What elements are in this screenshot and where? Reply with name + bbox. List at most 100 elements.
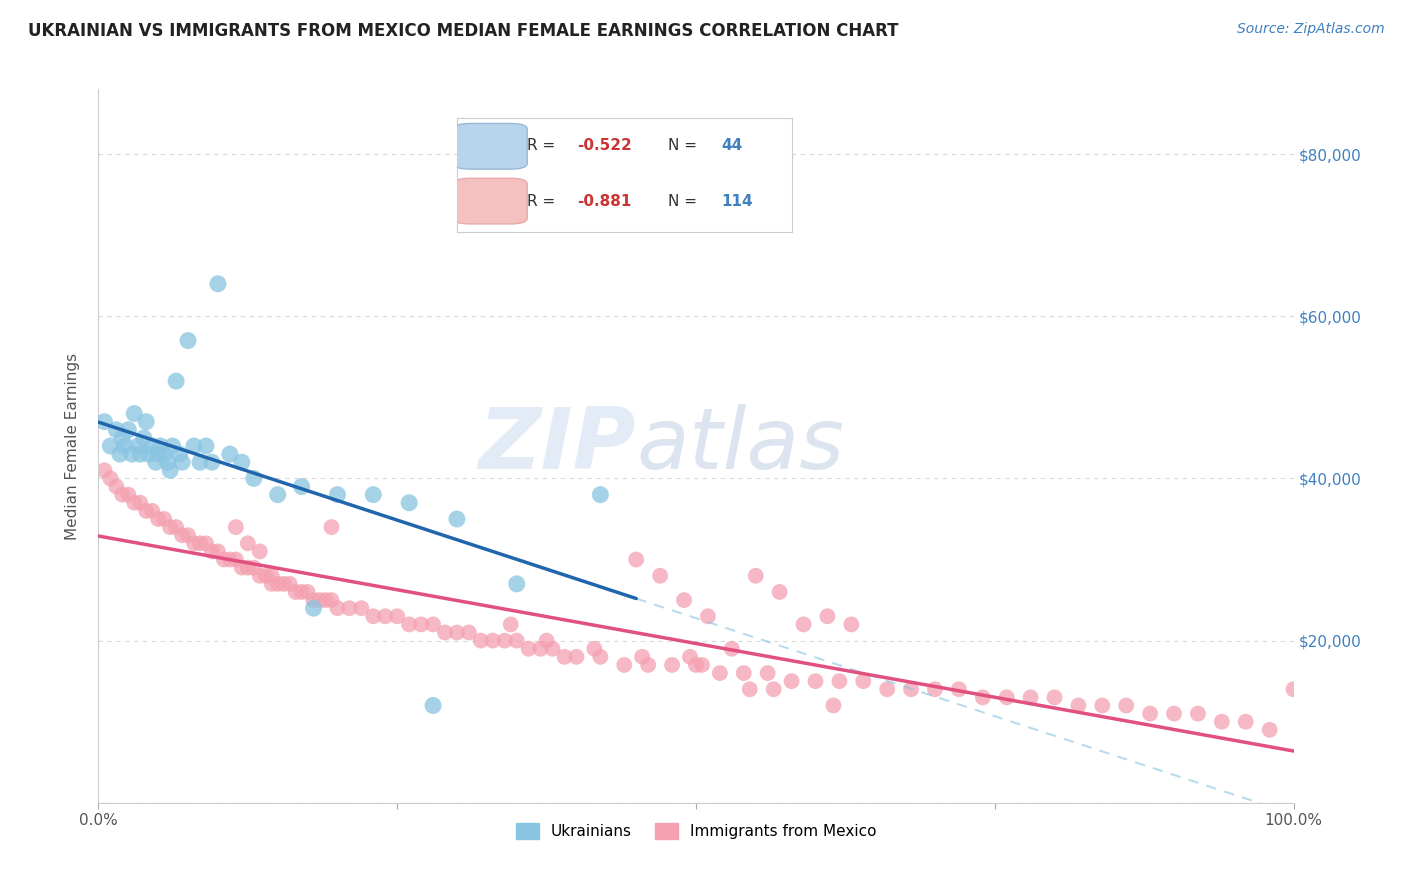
Point — [129, 447, 152, 461]
Point — [117, 423, 139, 437]
Point — [1043, 690, 1066, 705]
Point — [165, 520, 187, 534]
Legend: Ukrainians, Immigrants from Mexico: Ukrainians, Immigrants from Mexico — [509, 817, 883, 845]
Point — [273, 577, 295, 591]
Point — [291, 585, 314, 599]
Point — [709, 666, 731, 681]
Point — [536, 633, 558, 648]
Point — [1067, 698, 1090, 713]
Point — [225, 552, 247, 566]
Point — [219, 552, 242, 566]
Point — [1019, 690, 1042, 705]
Point — [284, 585, 307, 599]
Point — [648, 568, 672, 582]
Point — [793, 617, 815, 632]
Point — [267, 488, 290, 502]
Point — [374, 609, 396, 624]
Point — [153, 512, 176, 526]
Point — [481, 633, 505, 648]
Point — [219, 447, 242, 461]
Point — [302, 601, 325, 615]
Point — [924, 682, 946, 697]
Point — [156, 455, 179, 469]
Point — [249, 544, 271, 558]
Point — [169, 447, 191, 461]
Point — [948, 682, 970, 697]
Point — [470, 633, 492, 648]
Point — [111, 488, 134, 502]
Point — [159, 463, 181, 477]
Point — [260, 577, 283, 591]
Point — [172, 528, 194, 542]
Point — [995, 690, 1018, 705]
Point — [697, 609, 720, 624]
Point — [308, 593, 330, 607]
Point — [326, 601, 349, 615]
Point — [243, 560, 266, 574]
Point — [165, 374, 187, 388]
Point — [291, 479, 314, 493]
Point — [177, 528, 200, 542]
Point — [398, 496, 420, 510]
Point — [385, 609, 409, 624]
Point — [135, 415, 157, 429]
Text: ZIP: ZIP — [478, 404, 637, 488]
Point — [207, 544, 229, 558]
Point — [254, 568, 277, 582]
Point — [685, 657, 707, 672]
Point — [141, 504, 163, 518]
Point — [339, 601, 361, 615]
Point — [149, 439, 172, 453]
Point — [121, 447, 143, 461]
Point — [434, 625, 457, 640]
Point — [876, 682, 898, 697]
Point — [398, 617, 420, 632]
Point — [363, 609, 385, 624]
Point — [422, 698, 444, 713]
Point — [972, 690, 994, 705]
Point — [117, 488, 139, 502]
Point — [302, 593, 325, 607]
Point — [201, 544, 224, 558]
Point — [138, 447, 160, 461]
Point — [690, 657, 713, 672]
Point — [132, 431, 155, 445]
Point — [841, 617, 863, 632]
Point — [105, 479, 128, 493]
Text: UKRAINIAN VS IMMIGRANTS FROM MEXICO MEDIAN FEMALE EARNINGS CORRELATION CHART: UKRAINIAN VS IMMIGRANTS FROM MEXICO MEDI… — [28, 22, 898, 40]
Point — [1163, 706, 1185, 721]
Point — [554, 649, 576, 664]
Point — [278, 577, 301, 591]
Point — [506, 577, 529, 591]
Point — [506, 633, 529, 648]
Point — [93, 415, 115, 429]
Point — [768, 585, 790, 599]
Point — [673, 593, 696, 607]
Point — [93, 463, 115, 477]
Point — [589, 488, 612, 502]
Point — [159, 520, 181, 534]
Point — [236, 536, 259, 550]
Point — [212, 552, 235, 566]
Point — [105, 423, 128, 437]
Point — [637, 657, 659, 672]
Point — [494, 633, 516, 648]
Point — [1091, 698, 1114, 713]
Point — [565, 649, 588, 664]
Point — [815, 609, 838, 624]
Point — [828, 674, 851, 689]
Point — [679, 649, 702, 664]
Point — [499, 617, 522, 632]
Point — [1139, 706, 1161, 721]
Point — [1115, 698, 1137, 713]
Point — [260, 568, 283, 582]
Point — [249, 568, 271, 582]
Point — [1234, 714, 1257, 729]
Point — [172, 455, 194, 469]
Point — [762, 682, 785, 697]
Point — [823, 698, 845, 713]
Point — [326, 488, 349, 502]
Point — [780, 674, 803, 689]
Point — [661, 657, 683, 672]
Point — [124, 496, 146, 510]
